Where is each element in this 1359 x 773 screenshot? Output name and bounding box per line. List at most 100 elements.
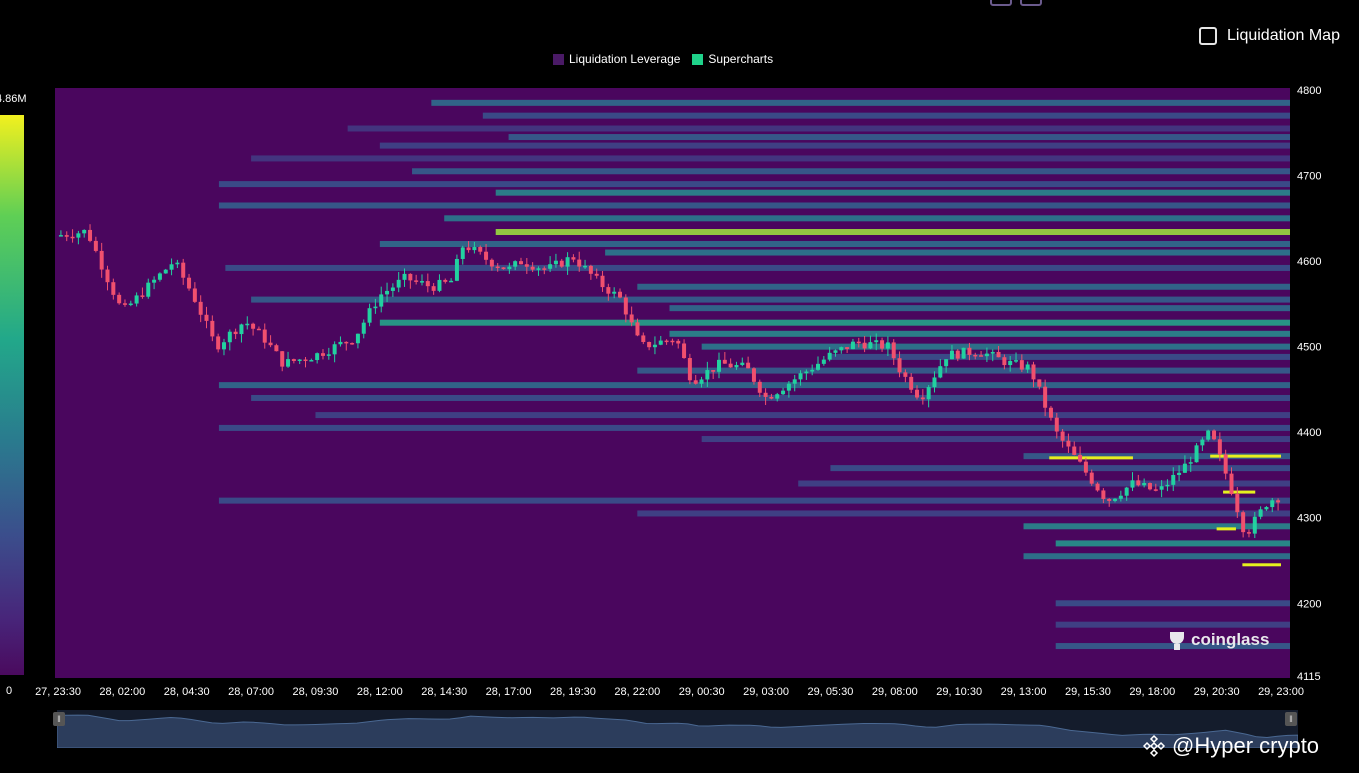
candle-body (839, 347, 844, 351)
threshold-controls[interactable] (990, 0, 1042, 6)
candle-body (757, 381, 762, 393)
candle-body (390, 287, 395, 291)
candle-body (286, 359, 291, 367)
candle-body (542, 268, 547, 270)
candle-body (204, 314, 209, 321)
legend-swatch-supercharts (692, 53, 704, 65)
candle-body (140, 295, 145, 297)
candle-body (1037, 379, 1042, 387)
liquidation-band (412, 168, 1290, 175)
candle-body (64, 235, 69, 237)
liquidation-band (605, 249, 1290, 256)
candle-body (961, 347, 966, 359)
candle-body (466, 247, 471, 251)
candle-body (816, 363, 821, 370)
candle-body (827, 352, 832, 360)
navigator-right-handle[interactable]: ǁ (1285, 712, 1297, 726)
candle-body (1235, 494, 1240, 513)
candle-body (221, 342, 226, 350)
candle-body (717, 359, 722, 372)
liquidation-map-label: Liquidation Map (1227, 27, 1340, 44)
candle-body (484, 251, 489, 260)
candle-body (361, 322, 366, 334)
liquidation-band (347, 125, 1290, 132)
liquidation-band (218, 382, 1291, 389)
liquidation-band (251, 155, 1291, 162)
candle-body (262, 329, 267, 343)
candle-body (291, 359, 296, 362)
candle-body (245, 323, 250, 326)
candle-body (274, 345, 279, 352)
candle-body (833, 350, 838, 353)
candle-body (938, 366, 943, 378)
liquidation-band (798, 480, 1290, 487)
candle-body (408, 273, 413, 281)
candle-body (443, 279, 448, 282)
candle-body (58, 235, 63, 237)
threshold-color-swatch-2[interactable] (1020, 0, 1042, 6)
liquidation-map-toggle[interactable]: Liquidation Map (1199, 27, 1340, 45)
candle-body (1276, 500, 1281, 503)
liquidation-band (379, 240, 1290, 247)
legend-item-supercharts[interactable]: Supercharts (692, 52, 773, 66)
liquidation-band (1023, 523, 1290, 530)
candle-body (251, 323, 256, 329)
candle-body (1252, 516, 1257, 534)
candle-body (868, 342, 873, 349)
candle-body (612, 291, 617, 294)
candle-body (88, 229, 93, 241)
candle-body (711, 370, 716, 372)
candle-body (1113, 498, 1118, 501)
liquidation-highlight-level (1216, 527, 1236, 531)
y-tick-label: 4400 (1297, 427, 1321, 439)
candle-body (344, 341, 349, 344)
candle-body (99, 250, 104, 270)
x-tick-label: 28, 02:00 (99, 686, 145, 698)
candle-body (134, 295, 139, 304)
candle-body (1101, 490, 1106, 499)
candle-body (880, 340, 885, 349)
candle-body (536, 268, 541, 270)
liquidation-band (1055, 540, 1290, 547)
candle-body (105, 269, 110, 283)
candle-body (449, 280, 454, 283)
candle-body (175, 262, 180, 265)
candle-body (454, 258, 459, 281)
candle-body (967, 347, 972, 355)
candle-body (635, 322, 640, 336)
time-navigator[interactable] (56, 710, 1299, 749)
legend-item-liquidation-leverage[interactable]: Liquidation Leverage (553, 52, 680, 66)
candle-body (297, 359, 302, 362)
candle-body (82, 229, 87, 234)
legend-label-liquidation-leverage: Liquidation Leverage (569, 52, 681, 66)
candle-body (524, 264, 529, 267)
candle-body (734, 364, 739, 368)
candle-body (600, 275, 605, 288)
candle-body (379, 294, 384, 307)
candle-body (1136, 480, 1141, 486)
liquidation-map-checkbox[interactable] (1199, 27, 1217, 45)
navigator-left-handle[interactable]: ǁ (53, 712, 65, 726)
candle-body (1078, 454, 1083, 462)
liquidation-band (637, 283, 1290, 290)
candle-body (862, 342, 867, 349)
candle-body (1060, 431, 1065, 441)
candle-body (693, 380, 698, 384)
candle-body (70, 236, 75, 239)
x-tick-label: 28, 07:00 (228, 686, 274, 698)
candle-body (1066, 440, 1071, 447)
candle-body (1025, 364, 1030, 370)
candle-body (268, 342, 273, 346)
threshold-color-swatch-1[interactable] (990, 0, 1012, 6)
candle-body (1142, 483, 1147, 486)
liquidation-band (218, 497, 1291, 504)
liquidation-band (669, 330, 1290, 337)
candle-body (338, 341, 343, 345)
candle-body (682, 343, 687, 359)
author-credit: @Hyper crypto (1142, 733, 1319, 759)
candle-body (705, 370, 710, 380)
candle-body (932, 377, 937, 388)
candle-body (93, 240, 98, 251)
navigator-series (56, 714, 1299, 749)
